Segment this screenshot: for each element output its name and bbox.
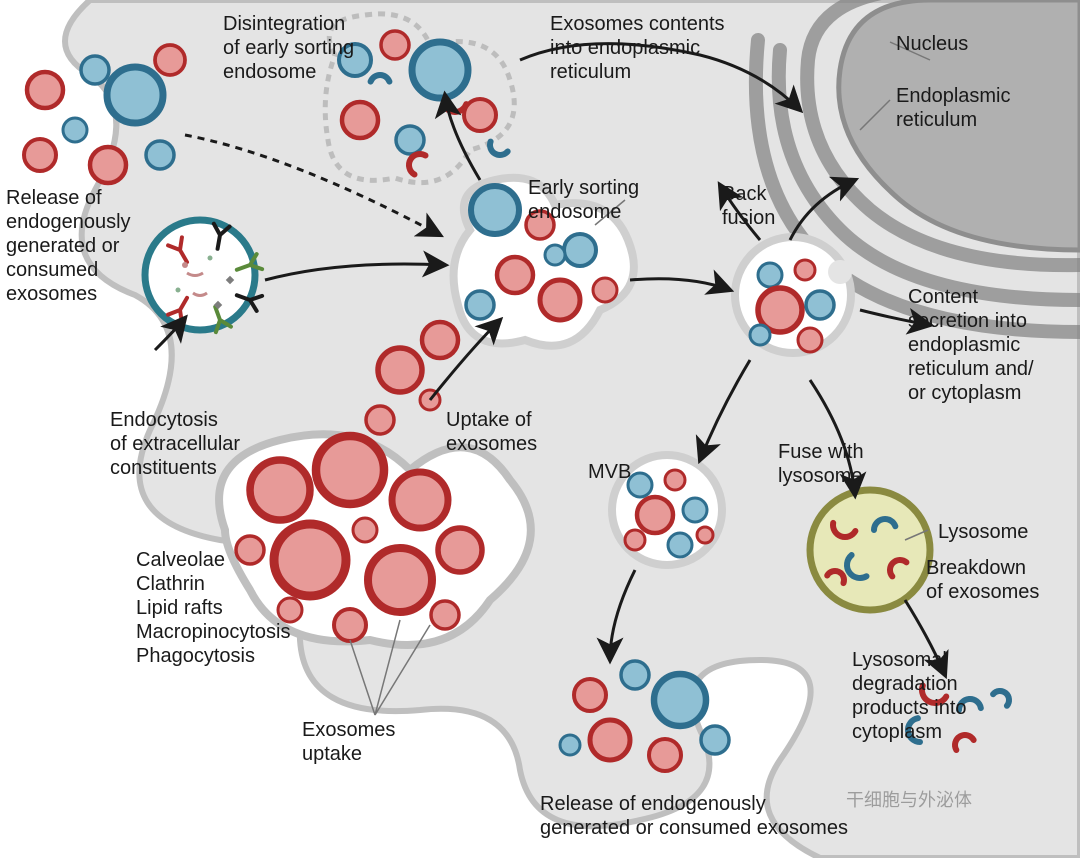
debris <box>208 256 213 261</box>
label-uptake_exo: Uptake ofexosomes <box>446 408 586 456</box>
vesicle-36 <box>316 436 384 504</box>
vesicle-4 <box>24 139 56 171</box>
vesicle-11 <box>342 102 378 138</box>
notch <box>838 330 862 354</box>
vesicle-16 <box>564 234 596 266</box>
blob-lysosome <box>810 490 930 610</box>
label-disint: Disintegrationof early sortingendosome <box>223 12 423 84</box>
vesicle-14 <box>471 186 519 234</box>
label-back_fusion: Backfusion <box>722 182 822 230</box>
label-exo_uptake: Exosomesuptake <box>302 718 442 766</box>
label-fuse_lyso: Fuse withlysosome <box>778 440 898 488</box>
label-lysosome: Lysosome <box>938 520 1058 544</box>
vesicle-30 <box>637 497 673 533</box>
vesicle-47 <box>422 322 458 358</box>
vesicle-48 <box>366 406 394 434</box>
vesicle-32 <box>625 530 645 550</box>
vesicle-52 <box>654 674 706 726</box>
vesicle-26 <box>750 325 770 345</box>
vesicle-2 <box>107 67 163 123</box>
vesicle-50 <box>574 679 606 711</box>
vesicle-5 <box>90 147 126 183</box>
vesicle-6 <box>146 141 174 169</box>
label-exo_er: Exosomes contentsinto endoplasmicreticul… <box>550 12 770 84</box>
vesicle-42 <box>353 518 377 542</box>
vesicle-29 <box>665 470 685 490</box>
label-endocytosis: Endocytosisof extracellularconstituents <box>110 408 310 480</box>
vesicle-7 <box>155 45 185 75</box>
vesicle-34 <box>697 527 713 543</box>
vesicle-17 <box>497 257 533 293</box>
vesicle-20 <box>593 278 617 302</box>
label-er: Endoplasmicreticulum <box>896 84 1076 132</box>
vesicle-40 <box>438 528 482 572</box>
vesicle-54 <box>649 739 681 771</box>
label-release_top: Release ofendogenouslygenerated orconsum… <box>6 186 186 306</box>
vesicle-22 <box>758 263 782 287</box>
vesicle-56 <box>560 735 580 755</box>
label-breakdown: Breakdownof exosomes <box>926 556 1066 604</box>
vesicle-51 <box>621 661 649 689</box>
label-watermark: 干细胞与外泌体 <box>846 790 1066 812</box>
vesicle-0 <box>27 72 63 108</box>
vesicle-33 <box>668 533 692 557</box>
vesicle-27 <box>798 328 822 352</box>
vesicle-55 <box>701 726 729 754</box>
vesicle-46 <box>378 348 422 392</box>
vesicle-19 <box>466 291 494 319</box>
notch <box>828 260 852 284</box>
vesicle-18 <box>540 280 580 320</box>
vesicle-21 <box>545 245 565 265</box>
label-uptake_list: CalveolaeClathrinLipid raftsMacropinocyt… <box>136 548 356 668</box>
vesicle-43 <box>431 601 459 629</box>
vesicle-23 <box>795 260 815 280</box>
label-nucleus: Nucleus <box>896 32 1056 56</box>
vesicle-25 <box>806 291 834 319</box>
vesicle-12 <box>396 126 424 154</box>
label-lyso_prod: Lysosomaldegradationproducts intocytopla… <box>852 648 1012 744</box>
vesicle-1 <box>81 56 109 84</box>
vesicle-39 <box>368 548 432 612</box>
label-content_secr: Contentsecretion intoendoplasmicreticulu… <box>908 285 1078 405</box>
vesicle-53 <box>590 720 630 760</box>
vesicle-3 <box>63 118 87 142</box>
vesicle-37 <box>392 472 448 528</box>
label-mvb: MVB <box>588 460 648 484</box>
vesicle-31 <box>683 498 707 522</box>
label-early_sort: Early sortingendosome <box>528 176 688 224</box>
